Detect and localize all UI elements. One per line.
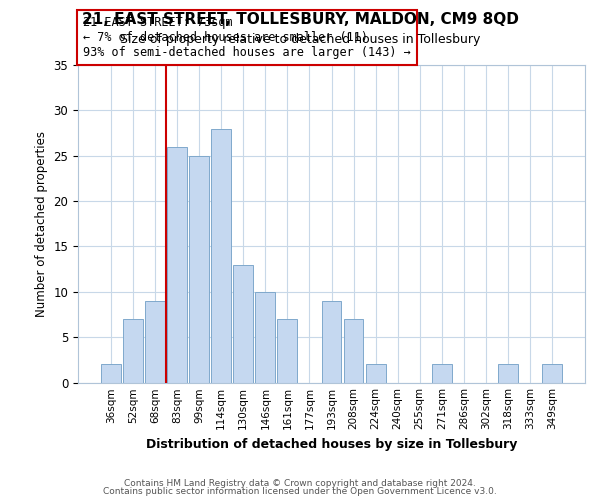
Text: Size of property relative to detached houses in Tollesbury: Size of property relative to detached ho… bbox=[120, 32, 480, 46]
Bar bbox=[211, 128, 231, 382]
X-axis label: Distribution of detached houses by size in Tollesbury: Distribution of detached houses by size … bbox=[146, 438, 517, 451]
Bar bbox=[277, 319, 298, 382]
Text: 21, EAST STREET, TOLLESBURY, MALDON, CM9 8QD: 21, EAST STREET, TOLLESBURY, MALDON, CM9… bbox=[82, 12, 518, 28]
Text: Contains public sector information licensed under the Open Government Licence v3: Contains public sector information licen… bbox=[103, 488, 497, 496]
Bar bbox=[189, 156, 209, 382]
Bar bbox=[256, 292, 275, 382]
Bar bbox=[145, 301, 165, 382]
Bar bbox=[233, 264, 253, 382]
Bar bbox=[344, 319, 364, 382]
Bar bbox=[542, 364, 562, 382]
Y-axis label: Number of detached properties: Number of detached properties bbox=[35, 130, 48, 317]
Text: Contains HM Land Registry data © Crown copyright and database right 2024.: Contains HM Land Registry data © Crown c… bbox=[124, 478, 476, 488]
Bar bbox=[498, 364, 518, 382]
Bar bbox=[365, 364, 386, 382]
Text: 21 EAST STREET: 73sqm
← 7% of detached houses are smaller (11)
93% of semi-detac: 21 EAST STREET: 73sqm ← 7% of detached h… bbox=[83, 16, 411, 58]
Bar bbox=[322, 301, 341, 382]
Bar bbox=[167, 146, 187, 382]
Bar bbox=[123, 319, 143, 382]
Bar bbox=[432, 364, 452, 382]
Bar bbox=[101, 364, 121, 382]
